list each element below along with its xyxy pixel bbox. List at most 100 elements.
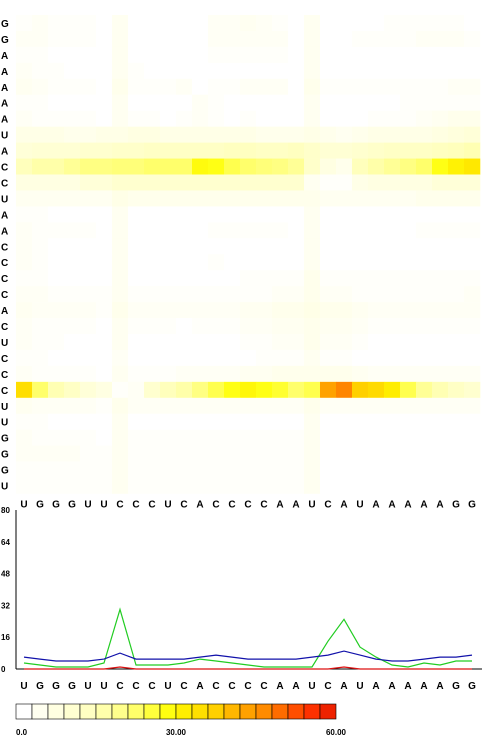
heatmap-cell [432,126,449,143]
heatmap-cell [32,174,49,191]
heatmap-cell [432,302,449,319]
heatmap-cell [160,15,177,32]
heatmap-cell [304,429,321,446]
heatmap-cell [256,334,273,351]
heatmap-cell [272,477,289,494]
heatmap-cell [144,349,161,367]
x-tick-label: C [132,681,139,692]
heatmap-cell [80,238,97,255]
heatmap-cell [432,190,449,207]
heatmap-cell [112,62,129,80]
heatmap-cell [304,110,321,127]
x-tick-label: A [292,681,299,692]
heatmap-cell [128,477,145,494]
heatmap-cell [320,30,337,48]
heatmap-row-label: U [1,402,8,413]
heatmap-cell [64,429,81,446]
heatmap-cell [256,174,273,191]
heatmap-cell [128,30,145,48]
heatmap-cell [96,349,113,367]
heatmap-cell [208,286,225,303]
heatmap-cell [272,302,289,319]
heatmap-cell [304,413,321,430]
heatmap-cell [288,94,305,111]
heatmap-cell [320,397,337,415]
heatmap-cell [448,445,465,462]
heatmap-cell [320,349,337,367]
heatmap-cell [208,334,225,351]
heatmap-col-label: C [228,500,235,511]
heatmap-cell [64,62,81,80]
heatmap-cell [432,254,449,271]
heatmap-cell [160,477,177,494]
heatmap-cell [256,397,273,415]
heatmap-cell [416,365,433,383]
heatmap-cell [144,142,161,159]
heatmap-cell [112,254,129,271]
heatmap-cell [368,397,385,415]
heatmap-cell [368,270,385,287]
x-tick-label: U [100,681,107,692]
heatmap-cell [448,142,465,159]
heatmap-cell [416,318,433,335]
heatmap-cell [352,174,369,191]
heatmap-cell [448,254,465,271]
heatmap-cell [80,46,97,64]
heatmap-cell [288,334,305,351]
heatmap-cell [416,413,433,430]
heatmap-cell [416,158,433,175]
heatmap-cell [16,206,33,223]
heatmap-cell [80,286,97,303]
heatmap-cell [32,397,49,415]
heatmap-cell [144,62,161,80]
heatmap-col-label: C [148,500,155,511]
heatmap-cell [240,254,257,271]
heatmap-cell [224,78,241,96]
heatmap-cell [448,126,465,143]
heatmap-cell [240,270,257,287]
heatmap-cell [416,302,433,319]
heatmap-cell [240,429,257,446]
heatmap-cell [240,238,257,255]
heatmap-cell [192,206,209,223]
heatmap-cell [432,286,449,303]
heatmap-cell [128,174,145,191]
heatmap-cell [112,78,129,96]
heatmap-cell [64,238,81,255]
heatmap-row-label: U [1,338,8,349]
heatmap-col-label: U [356,500,363,511]
heatmap-cell [288,222,305,239]
heatmap-cell [112,381,129,399]
heatmap-cell [144,126,161,143]
heatmap-cell [144,94,161,111]
heatmap-cell [160,318,177,335]
heatmap-cell [208,110,225,127]
heatmap-cell [16,318,33,335]
heatmap-cell [336,222,353,239]
heatmap-cell [144,318,161,335]
heatmap-cell [304,158,321,175]
heatmap-cell [160,381,177,399]
heatmap-cell [160,174,177,191]
heatmap-cell [176,78,193,96]
heatmap-cell [336,318,353,335]
heatmap-cell [144,158,161,175]
heatmap-cell [336,286,353,303]
heatmap-cell [400,445,417,462]
heatmap-cell [16,461,33,478]
heatmap-col-label: A [404,500,411,511]
heatmap-col-label: C [244,500,251,511]
heatmap-cell [48,222,65,239]
heatmap-cell [80,110,97,127]
heatmap-cell [416,429,433,446]
heatmap-cell [64,15,81,32]
heatmap-cell [208,381,225,399]
heatmap-cell [416,15,433,32]
heatmap-cell [128,334,145,351]
heatmap-cell [112,126,129,143]
heatmap-cell [432,397,449,415]
heatmap-cell [288,62,305,80]
legend-swatch [111,703,129,720]
heatmap-cell [80,413,97,430]
heatmap-cell [112,461,129,478]
